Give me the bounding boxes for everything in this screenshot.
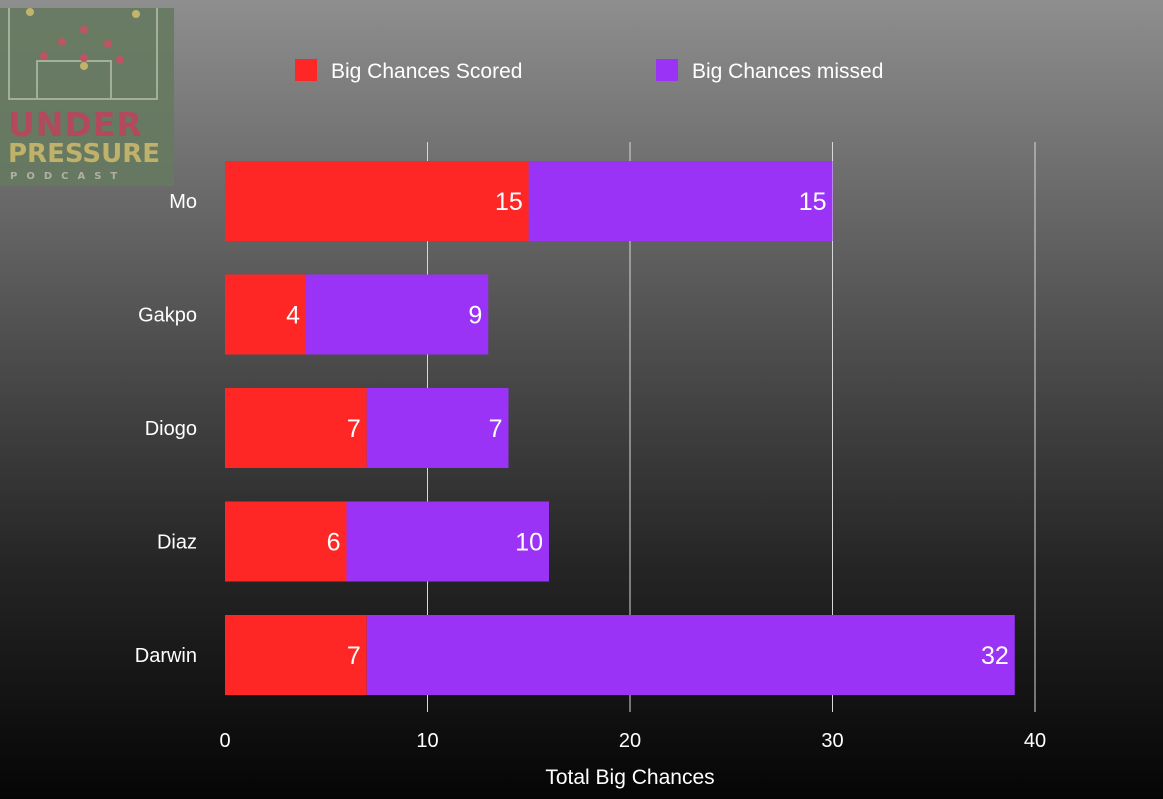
category-label: Darwin [135,645,197,667]
data-label: 4 [286,302,300,330]
bar-segment [366,388,509,468]
category-label: Gakpo [138,305,197,327]
penalty-box-graphic [36,60,112,100]
player-dot [80,26,88,34]
data-label: 7 [347,642,361,670]
bar-segment [225,161,529,241]
legend-swatch [295,59,317,81]
category-label: Mo [169,191,197,213]
bar-segment [528,161,833,241]
logo-text-pressure: PRESSURE [8,139,161,169]
data-label: 9 [468,302,482,330]
bar-segment [225,274,306,355]
bar-segment [225,501,347,582]
pitch-graphic [8,8,158,100]
podcast-logo: UNDER PRESSURE PODCAST [0,8,174,186]
x-tick-label: 10 [416,730,438,752]
player-dot [80,54,88,62]
logo-text-podcast: PODCAST [10,171,127,182]
data-label: 15 [495,188,523,216]
x-axis-title: Total Big Chances [545,766,714,789]
bar-segment [225,388,367,468]
bar-segment [346,501,549,582]
data-label: 32 [981,642,1009,670]
player-dot [116,56,124,64]
player-dot [132,10,140,18]
data-label: 7 [489,415,503,443]
player-dot [58,38,66,46]
x-tick-label: 30 [821,730,843,752]
player-dot [104,40,112,48]
category-label: Diogo [145,418,197,440]
x-tick-label: 0 [219,730,230,752]
bar-segment [366,615,1015,695]
player-dot [26,8,34,16]
bar-segment [225,615,367,695]
player-dot [40,52,48,60]
legend-label: Big Chances Scored [331,60,522,83]
data-label: 10 [515,529,543,557]
bar-segment [306,274,489,355]
category-label: Diaz [157,532,197,554]
legend-swatch [656,59,678,81]
data-label: 7 [347,415,361,443]
x-tick-label: 20 [619,730,641,752]
player-dot [80,62,88,70]
logo-text-under: UNDER [8,105,143,144]
legend-label: Big Chances missed [692,60,883,83]
data-label: 6 [327,529,341,557]
data-label: 15 [799,188,827,216]
x-tick-label: 40 [1024,730,1046,752]
